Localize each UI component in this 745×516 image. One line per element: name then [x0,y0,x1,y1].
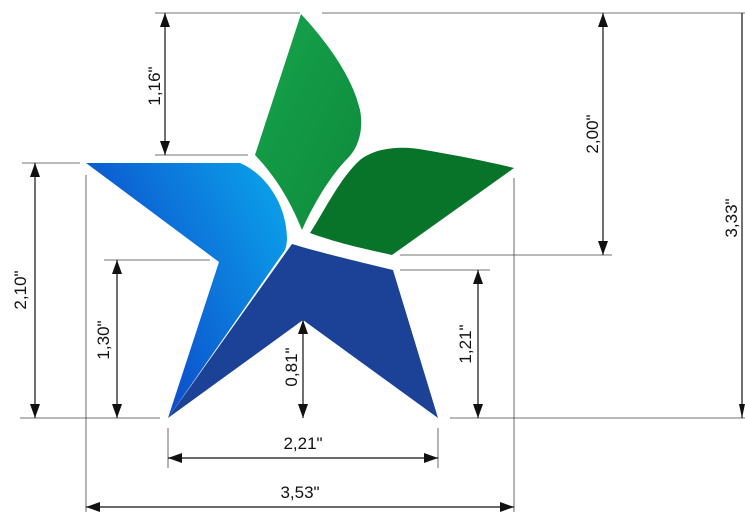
dim-label-top-left: 1,16" [145,66,164,105]
star-logo [86,14,514,418]
dim-label-right-outer: 3,33" [722,198,741,237]
dimension-lines [30,13,745,512]
dim-label-bottom-inner: 2,21" [283,434,322,453]
dim-label-left-outer: 2,10" [11,270,30,309]
star-green-right-arm [310,147,514,255]
dim-label-center: 0,81" [282,347,301,386]
star-blue-left-arm [86,163,287,418]
dim-label-right-mid: 2,00" [583,114,602,153]
star-blue-lower-section [168,244,438,418]
dim-label-right-inner: 1,21" [456,324,475,363]
star-green-top-petal [255,14,362,230]
dim-label-left-inner: 1,30" [94,320,113,359]
dimension-labels: 1,16" 2,10" 1,30" 0,81" 1,21" 2,00" 3,33… [11,66,741,502]
dim-label-bottom-outer: 3,53" [280,483,319,502]
extension-lines [20,12,745,512]
